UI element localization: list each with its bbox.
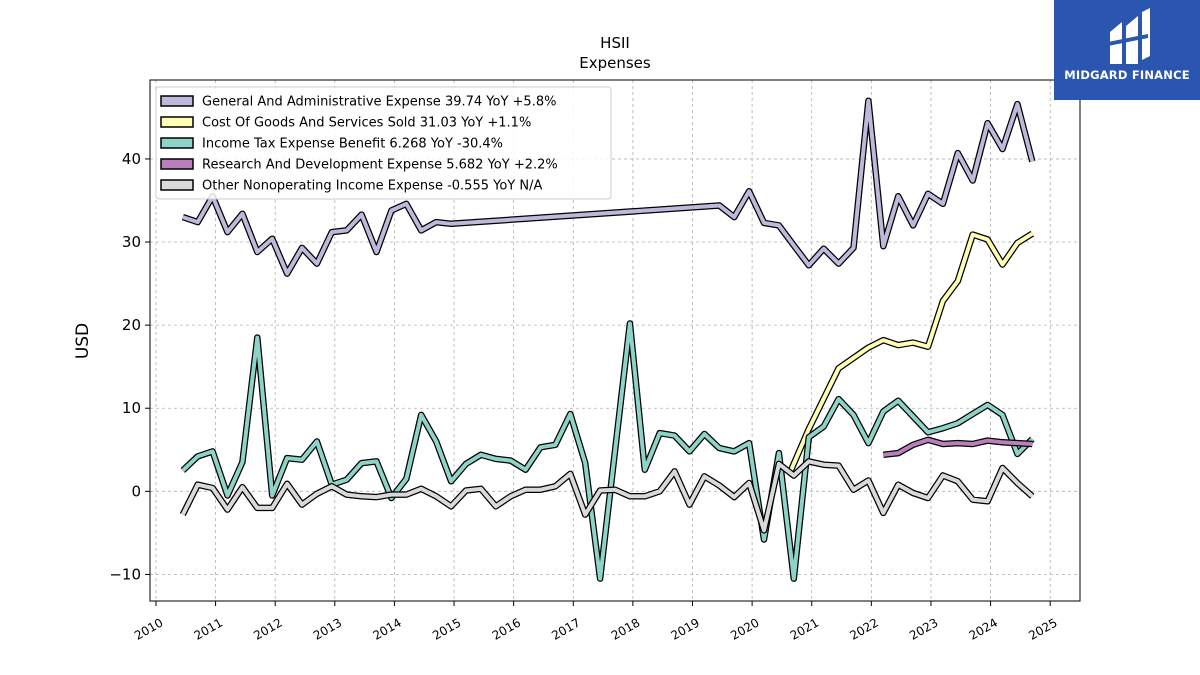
y-tick-label: 10 xyxy=(122,399,141,417)
x-tick-label: 2020 xyxy=(728,615,761,642)
y-axis-label: USD xyxy=(73,323,93,359)
x-tick-label: 2014 xyxy=(370,615,403,642)
series-stroke xyxy=(181,321,1034,581)
series-stroke xyxy=(182,98,1035,276)
y-tick-label: 0 xyxy=(131,482,141,500)
x-tick-label: 2018 xyxy=(609,615,642,642)
series-line xyxy=(181,97,1036,277)
legend-swatch xyxy=(160,116,194,128)
series-line xyxy=(180,320,1035,582)
series-stroke xyxy=(883,437,1033,457)
x-tick-label: 2025 xyxy=(1026,615,1059,642)
x-tick-label: 2024 xyxy=(967,615,1000,642)
y-tick-label: 20 xyxy=(122,316,141,334)
legend-label: General And Administrative Expense 39.74… xyxy=(202,95,556,110)
x-tick-label: 2021 xyxy=(788,615,821,642)
x-tick-label: 2015 xyxy=(430,615,463,642)
series-lines xyxy=(179,97,1036,582)
x-tick-label: 2011 xyxy=(192,615,225,642)
y-tick-label: 40 xyxy=(122,150,141,168)
series-stroke xyxy=(181,459,1034,533)
chart-subtitle: Expenses xyxy=(579,54,651,72)
y-tick-label: 30 xyxy=(122,233,141,251)
legend-label: Income Tax Expense Benefit 6.268 YoY -30… xyxy=(202,137,503,152)
chart-title: HSII xyxy=(600,34,630,52)
legend-swatch xyxy=(160,179,194,191)
x-tick-label: 2017 xyxy=(549,615,582,642)
x-tick-label: 2016 xyxy=(490,615,523,642)
x-tick-label: 2023 xyxy=(907,615,940,642)
series-line xyxy=(179,458,1035,534)
brand-logo: MIDGARD FINANCE xyxy=(1054,0,1200,100)
legend-label: Research And Development Expense 5.682 Y… xyxy=(202,158,558,173)
brand-name: MIDGARD FINANCE xyxy=(1064,68,1190,82)
series-outline xyxy=(787,230,1035,472)
x-tick-label: 2022 xyxy=(847,615,880,642)
series-line xyxy=(787,230,1035,472)
x-tick-label: 2012 xyxy=(251,615,284,642)
legend-label: Cost Of Goods And Services Sold 31.03 Yo… xyxy=(202,116,531,131)
x-tick-label: 2010 xyxy=(132,615,165,642)
legend-label: Other Nonoperating Income Expense -0.555… xyxy=(202,179,542,194)
plot-frame xyxy=(149,79,1081,602)
legend-swatch xyxy=(160,95,194,107)
series-stroke xyxy=(789,231,1034,472)
brand-mark-icon xyxy=(1108,8,1150,64)
y-tick-label: −10 xyxy=(109,565,141,583)
series-line xyxy=(882,436,1033,459)
legend-swatch xyxy=(160,137,194,149)
x-tick-label: 2013 xyxy=(311,615,344,642)
x-tick-label: 2019 xyxy=(669,615,702,642)
legend-box xyxy=(155,86,612,200)
legend: General And Administrative Expense 39.74… xyxy=(155,86,612,200)
legend-swatch xyxy=(160,158,194,170)
